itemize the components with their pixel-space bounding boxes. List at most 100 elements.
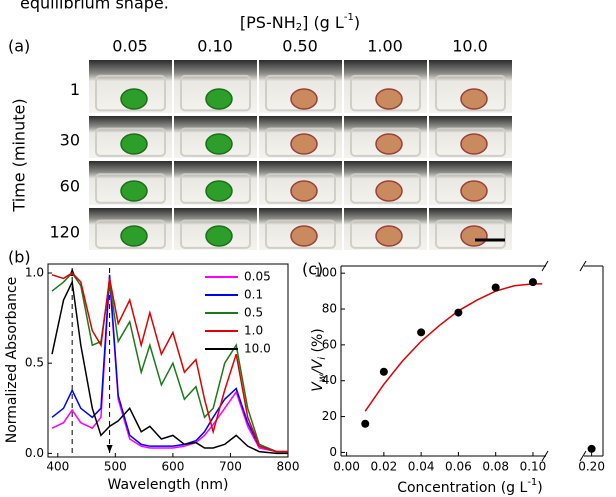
cuvette-wall <box>180 127 251 157</box>
cuvette-wall <box>180 74 251 112</box>
cuvette-wall <box>350 219 421 249</box>
column-label: 0.50 <box>282 37 318 56</box>
legend-label: 0.05 <box>244 270 271 284</box>
y-axis-label: Normalized Absorbance <box>4 277 20 444</box>
legend-label: 0.5 <box>244 306 263 320</box>
cuvette-wall <box>95 173 166 204</box>
label-sub: w <box>317 373 328 382</box>
droplet <box>375 180 403 202</box>
row-label: 120 <box>49 223 80 242</box>
axis-break <box>579 260 587 272</box>
series-line <box>51 278 288 453</box>
y-tick-label: 0.5 <box>25 356 44 370</box>
column-label: 0.05 <box>112 37 148 56</box>
cuvette-wall <box>95 219 166 249</box>
cuvette-wall <box>95 74 166 112</box>
fit-line <box>364 283 543 412</box>
droplet <box>205 180 233 202</box>
data-point <box>361 419 370 428</box>
header-part: ) <box>354 13 360 32</box>
y-tick-label: 40 <box>322 373 337 387</box>
legend-label: 10.0 <box>244 342 271 356</box>
series-line <box>51 271 288 453</box>
x-tick-label: 0.04 <box>408 460 435 474</box>
column-label: 0.10 <box>197 37 233 56</box>
panel-a-header: [PS-NH2] (g L-1) <box>240 12 360 33</box>
series-line <box>51 274 288 453</box>
droplet <box>375 88 403 110</box>
data-point <box>417 328 426 337</box>
x-tick-label: 400 <box>46 460 69 474</box>
x-tick-label: 500 <box>104 460 127 474</box>
label-part: (%) <box>310 328 326 357</box>
y-tick-label: 0 <box>329 445 337 459</box>
cuvette-wall <box>180 173 251 204</box>
droplet <box>460 225 488 247</box>
x-tick-label: 700 <box>219 460 242 474</box>
row-label: 1 <box>70 80 80 99</box>
cuvette-wall <box>435 219 506 249</box>
data-point <box>379 367 388 376</box>
caption-fragment: equilibrium shape. <box>20 0 169 13</box>
series-line <box>51 279 288 455</box>
droplet <box>205 133 233 155</box>
x-tick-label: 0.08 <box>482 460 509 474</box>
data-point <box>454 308 463 317</box>
data-point <box>587 444 596 453</box>
droplet <box>460 133 488 155</box>
droplet <box>290 88 318 110</box>
cuvette-wall <box>350 173 421 204</box>
x-tick-label: 0.02 <box>371 460 398 474</box>
x-tick-label: 800 <box>277 460 300 474</box>
droplet <box>375 225 403 247</box>
cuvette-wall <box>435 74 506 112</box>
y-tick-label: 100 <box>314 266 337 280</box>
cuvette-wall <box>350 74 421 112</box>
axis-break <box>579 450 587 462</box>
panel-label: (a) <box>8 37 30 56</box>
droplet <box>205 225 233 247</box>
axis-break <box>541 450 549 462</box>
droplet <box>460 88 488 110</box>
cuvette-wall <box>180 219 251 249</box>
droplet <box>290 133 318 155</box>
legend-label: 0.1 <box>244 288 263 302</box>
cuvette-wall <box>95 127 166 157</box>
data-point <box>528 278 537 287</box>
plot-frame <box>47 263 289 458</box>
label-sup: -1 <box>527 477 537 488</box>
y-axis-label: Time (minute) <box>10 98 29 212</box>
droplet <box>290 180 318 202</box>
droplet <box>120 88 148 110</box>
label-sub: i <box>317 357 328 360</box>
cuvette-wall <box>265 173 336 204</box>
label-part: ) <box>537 480 542 496</box>
data-point <box>491 283 500 292</box>
y-tick-label: 20 <box>322 409 337 423</box>
header-part: ] (g L <box>302 13 344 32</box>
arrow-head <box>106 445 113 453</box>
cuvette-wall <box>265 127 336 157</box>
header-sub: 2 <box>296 22 302 33</box>
label-part: V <box>310 381 326 392</box>
axis-break <box>541 260 549 272</box>
cuvette-wall <box>350 127 421 157</box>
column-label: 1.00 <box>367 37 403 56</box>
x-axis-label: Wavelength (nm) <box>108 477 229 493</box>
row-label: 60 <box>60 177 80 196</box>
droplet <box>120 133 148 155</box>
header-part: [PS-NH <box>240 13 296 32</box>
y-tick-label: 0.0 <box>25 446 44 460</box>
panel-label: (b) <box>8 248 31 267</box>
cuvette-wall <box>265 74 336 112</box>
cuvette-wall <box>435 127 506 157</box>
x-tick-label: 0.10 <box>520 460 547 474</box>
x-tick-label: 600 <box>161 460 184 474</box>
droplet <box>120 225 148 247</box>
x-axis-label: Concentration (g L-1) <box>397 477 543 496</box>
label-part: /V <box>310 358 326 376</box>
header-sup: -1 <box>344 12 354 23</box>
cuvette-wall <box>265 219 336 249</box>
series-line <box>51 272 288 453</box>
